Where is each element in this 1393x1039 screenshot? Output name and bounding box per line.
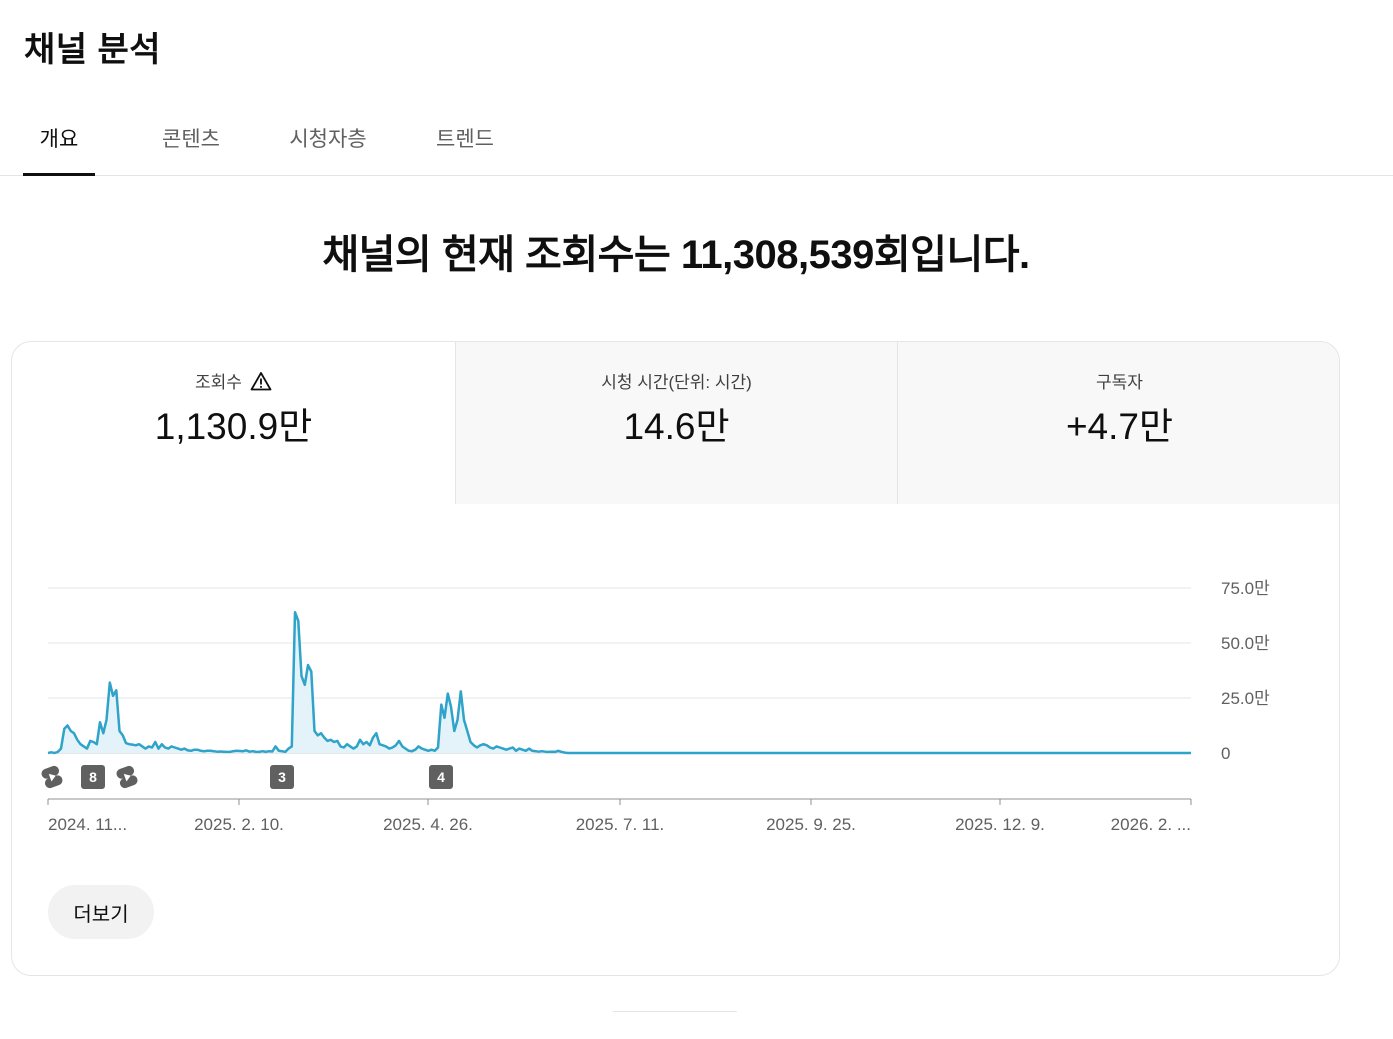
annotation-badge-label: 8 xyxy=(89,769,97,785)
more-button[interactable]: 더보기 xyxy=(48,885,154,939)
annotation-badge xyxy=(270,765,294,789)
metric-subscribers[interactable]: 구독자 +4.7만 xyxy=(898,342,1339,504)
annotation-badge xyxy=(429,765,453,789)
x-tick-label: 2025. 4. 26. xyxy=(383,815,473,834)
x-tick-label: 2025. 9. 25. xyxy=(766,815,856,834)
y-tick-label: 75.0만 xyxy=(1221,579,1270,598)
x-tick-label: 2025. 12. 9. xyxy=(955,815,1045,834)
tab-content[interactable]: 콘텐츠 xyxy=(162,127,220,151)
metric-watch-time-label: 시청 시간(단위: 시간) xyxy=(601,373,752,392)
x-tick-label: 2026. 2. ... xyxy=(1111,815,1191,834)
metric-watch-time[interactable]: 시청 시간(단위: 시간) 14.6만 xyxy=(456,342,897,504)
views-chart[interactable]: 75.0만 50.0만 25.0만 0 2024. 11... 2025. 2. 10. 2… xyxy=(12,504,1339,844)
tab-bar: 개요 콘텐츠 시청자층 트렌드 xyxy=(0,100,1393,176)
metric-views[interactable]: 조회수 1,130.9만 xyxy=(12,342,455,504)
x-tick-label: 2024. 11... xyxy=(48,815,127,834)
views-chart-svg: 75.0만 50.0만 25.0만 0 2024. 11... 2025. 2. 10. 2… xyxy=(41,579,1270,834)
metric-subscribers-value: +4.7만 xyxy=(1065,406,1174,447)
views-line xyxy=(47,610,1191,755)
warning-icon xyxy=(250,371,272,390)
y-tick-label: 25.0만 xyxy=(1221,689,1270,708)
bottom-divider xyxy=(613,1011,737,1012)
y-tick-label: 50.0만 xyxy=(1221,634,1270,653)
metric-tabs: 조회수 1,130.9만 시청 시간(단위: 시간) 14.6만 구독자 +4.… xyxy=(12,342,1339,504)
tab-audience[interactable]: 시청자층 xyxy=(289,127,367,151)
annotation-badge-label: 3 xyxy=(278,769,286,785)
annotation-badge-label: 4 xyxy=(437,769,445,785)
views-area xyxy=(48,612,1191,753)
shorts-icon xyxy=(116,765,138,789)
headline: 채널의 현재 조회수는 11,308,539회입니다. xyxy=(322,233,1030,277)
tab-overview[interactable]: 개요 xyxy=(23,100,95,176)
annotation-badge xyxy=(81,765,105,789)
metric-watch-time-value: 14.6만 xyxy=(623,406,730,447)
metric-divider xyxy=(455,342,456,504)
y-tick-label: 0 xyxy=(1221,744,1230,763)
metric-divider xyxy=(897,342,898,504)
page-title: 채널 분석 xyxy=(24,31,162,69)
metric-subscribers-label: 구독자 xyxy=(1096,373,1143,392)
shorts-icon xyxy=(41,765,63,789)
x-tick-label: 2025. 2. 10. xyxy=(194,815,284,834)
analytics-card: 조회수 1,130.9만 시청 시간(단위: 시간) 14.6만 구독자 +4.… xyxy=(11,341,1340,976)
tab-trends[interactable]: 트렌드 xyxy=(436,127,494,151)
metric-views-label: 조회수 xyxy=(195,373,242,392)
metric-views-value: 1,130.9만 xyxy=(154,406,313,447)
x-tick-label: 2025. 7. 11. xyxy=(576,815,665,834)
